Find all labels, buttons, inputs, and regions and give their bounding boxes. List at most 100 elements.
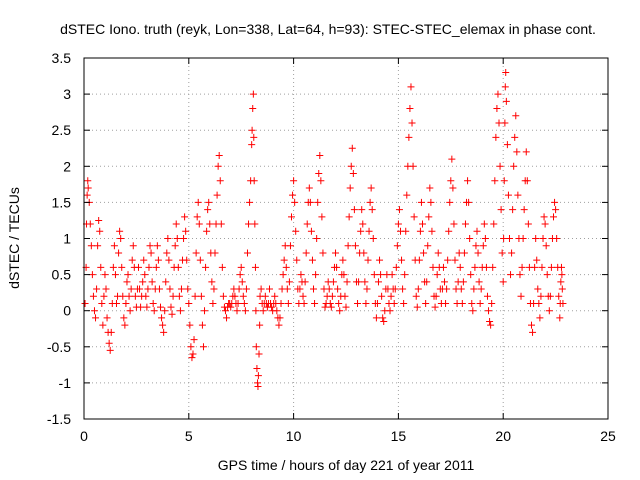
data-point — [210, 285, 218, 293]
data-point — [379, 314, 387, 322]
data-point — [103, 314, 111, 322]
data-point — [231, 292, 239, 300]
data-point — [115, 249, 123, 257]
data-point — [524, 220, 532, 228]
data-point — [291, 198, 299, 206]
data-point — [152, 263, 160, 271]
data-point — [163, 249, 171, 257]
data-point — [193, 213, 201, 221]
data-point — [208, 278, 216, 286]
chart-title: dSTEC Iono. truth (reyk, Lon=338, Lat=64… — [60, 21, 596, 37]
data-point — [134, 263, 142, 271]
data-point — [334, 285, 342, 293]
data-point — [166, 285, 174, 293]
data-point — [119, 292, 127, 300]
data-point — [250, 133, 258, 141]
data-point — [558, 271, 566, 279]
data-point — [187, 343, 195, 351]
data-point — [227, 303, 235, 311]
data-point — [214, 162, 222, 170]
data-point — [468, 299, 476, 307]
data-point — [283, 285, 291, 293]
data-point — [369, 235, 377, 242]
data-point — [234, 299, 242, 307]
data-point — [498, 249, 506, 257]
data-point — [439, 263, 447, 271]
data-point — [237, 263, 245, 271]
data-point — [413, 303, 421, 311]
data-point — [248, 126, 256, 134]
data-point — [474, 249, 482, 257]
data-point — [273, 307, 281, 315]
data-point — [141, 271, 149, 279]
data-point — [412, 292, 420, 300]
data-point — [217, 220, 225, 228]
x-tick-label: 5 — [185, 428, 193, 444]
data-point — [202, 263, 210, 271]
data-point — [146, 242, 154, 250]
y-tick-label: 2 — [63, 158, 71, 174]
y-tick-label: 1.5 — [52, 194, 72, 210]
data-point — [461, 220, 469, 228]
data-point — [215, 151, 223, 159]
data-point — [403, 191, 411, 199]
data-point — [150, 307, 158, 315]
data-point — [90, 307, 98, 315]
data-point — [449, 184, 457, 192]
data-point — [394, 220, 402, 228]
data-point — [450, 220, 458, 228]
data-point — [357, 227, 365, 235]
data-point — [431, 303, 439, 311]
data-point — [310, 285, 318, 293]
y-tick-label: -0.5 — [47, 339, 71, 355]
data-point — [519, 235, 527, 242]
data-point — [464, 177, 472, 185]
data-point — [184, 285, 192, 293]
data-point — [374, 278, 382, 286]
data-point — [165, 256, 173, 264]
data-point — [194, 198, 202, 206]
data-point — [494, 90, 502, 98]
data-point — [376, 256, 384, 264]
data-point — [216, 177, 224, 185]
data-point — [500, 177, 508, 185]
data-point — [480, 220, 488, 228]
data-point — [131, 292, 139, 300]
data-point — [456, 263, 464, 271]
data-point — [441, 278, 449, 286]
data-point — [339, 256, 347, 264]
data-point — [342, 303, 350, 311]
x-tick-label: 25 — [600, 428, 616, 444]
data-point — [100, 292, 108, 300]
data-point — [125, 292, 133, 300]
data-point — [176, 307, 184, 315]
data-point — [361, 278, 369, 286]
data-point — [123, 278, 131, 286]
data-point — [428, 227, 436, 235]
data-point — [118, 263, 126, 271]
data-point — [545, 307, 553, 315]
data-point — [333, 263, 341, 271]
data-point — [109, 263, 117, 271]
data-point — [302, 249, 310, 257]
data-point — [508, 249, 516, 257]
data-point — [332, 249, 340, 257]
data-point — [359, 220, 367, 228]
data-point — [161, 307, 169, 315]
data-point — [485, 307, 493, 315]
data-point — [185, 299, 193, 307]
data-point — [275, 321, 283, 329]
data-point — [268, 303, 276, 311]
data-point — [347, 162, 355, 170]
data-point — [316, 151, 324, 159]
data-point — [380, 318, 388, 326]
data-point — [432, 292, 440, 300]
data-point — [157, 303, 165, 311]
data-point — [350, 206, 358, 214]
data-point — [286, 242, 294, 250]
data-point — [240, 299, 248, 307]
y-tick-label: 0 — [63, 303, 71, 319]
data-point — [159, 321, 167, 329]
data-point — [245, 220, 253, 228]
